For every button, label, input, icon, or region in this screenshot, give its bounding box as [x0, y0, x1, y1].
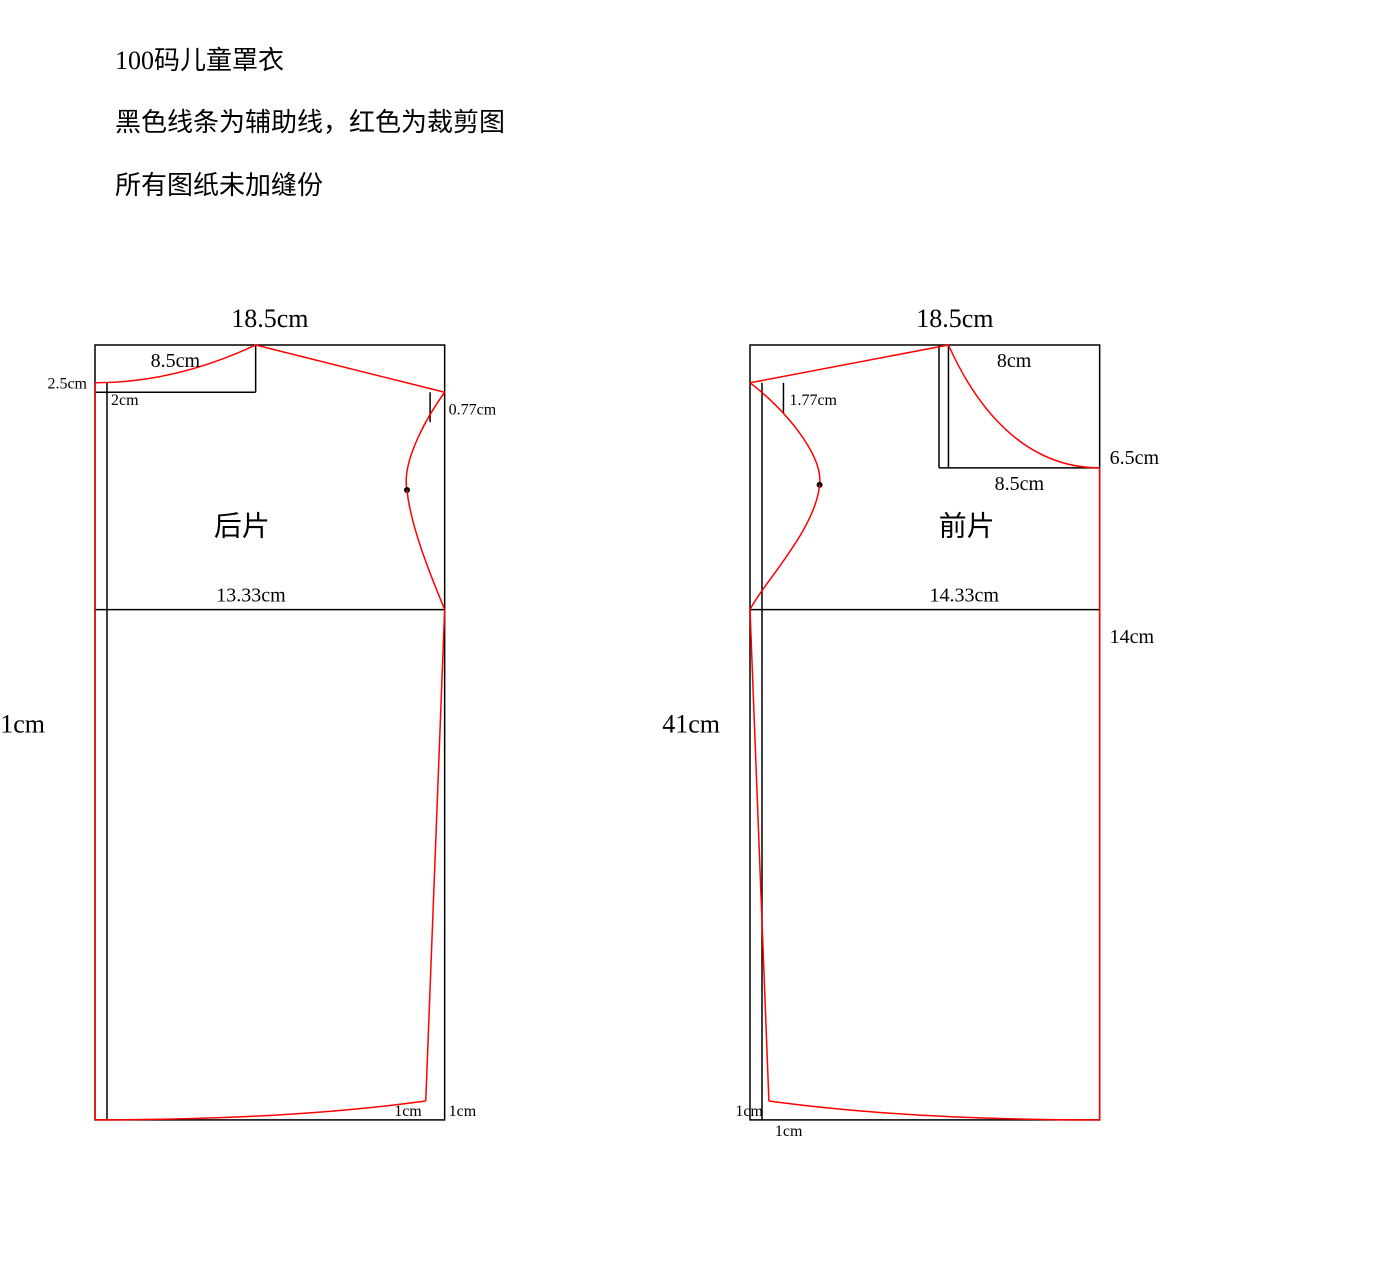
- svg-text:8.5cm: 8.5cm: [995, 473, 1045, 495]
- front-height-label: 41cm: [662, 709, 720, 738]
- svg-text:0.77cm: 0.77cm: [449, 401, 497, 418]
- header-line-2: 黑色线条为辅助线，红色为裁剪图: [115, 92, 505, 154]
- page: 100码儿童罩衣 黑色线条为辅助线，红色为裁剪图 所有图纸未加缝份 18.5cm…: [0, 0, 1389, 1280]
- svg-text:1cm: 1cm: [735, 1103, 763, 1120]
- svg-text:2cm: 2cm: [111, 392, 139, 409]
- front-panel: 18.5cm 41cm 6.5cm 8cm 8.5cm 1.77cm 14.33cm 14cm…: [662, 304, 1159, 1140]
- header-line-1: 100码儿童罩衣: [115, 30, 505, 92]
- back-panel: 18.5cm 41cm 2.5cm 2cm 8.5cm 0.77cm 13.33cm 1cm 1…: [0, 304, 497, 1120]
- svg-text:8.5cm: 8.5cm: [151, 350, 201, 372]
- svg-text:13.33cm: 13.33cm: [216, 585, 286, 607]
- svg-text:1cm: 1cm: [449, 1103, 477, 1120]
- svg-text:2.5cm: 2.5cm: [47, 375, 87, 392]
- back-panel-label: 后片: [214, 511, 270, 543]
- front-panel-label: 前片: [939, 511, 995, 543]
- header-block: 100码儿童罩衣 黑色线条为辅助线，红色为裁剪图 所有图纸未加缝份: [115, 30, 505, 217]
- back-height-label: 41cm: [0, 709, 45, 738]
- svg-text:8cm: 8cm: [997, 350, 1032, 372]
- header-line-3: 所有图纸未加缝份: [115, 155, 505, 217]
- svg-text:14cm: 14cm: [1110, 626, 1155, 648]
- svg-text:6.5cm: 6.5cm: [1110, 447, 1160, 469]
- diagram-area: 18.5cm41cm2.5cm2cm8.5cm0.77cm13.33cm1cm1…: [0, 280, 1389, 1280]
- back-width-label: 18.5cm: [231, 304, 308, 333]
- svg-text:1cm: 1cm: [775, 1123, 803, 1140]
- pattern-svg: 18.5cm41cm2.5cm2cm8.5cm0.77cm13.33cm1cm1…: [0, 280, 1389, 1280]
- svg-text:14.33cm: 14.33cm: [930, 585, 1000, 607]
- svg-text:1.77cm: 1.77cm: [789, 392, 837, 409]
- svg-text:1cm: 1cm: [394, 1103, 422, 1120]
- front-width-label: 18.5cm: [916, 304, 993, 333]
